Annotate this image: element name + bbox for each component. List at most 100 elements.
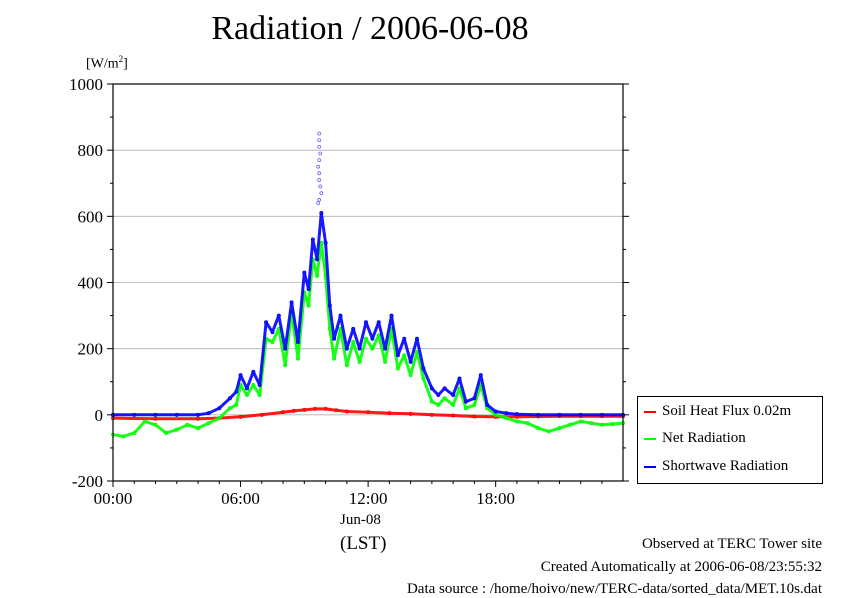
series-point-2 <box>227 396 232 401</box>
y-tick-label: 600 <box>78 207 104 226</box>
series-point-0 <box>451 413 456 418</box>
series-point-1 <box>251 383 256 388</box>
series-point-1 <box>402 353 407 358</box>
x-axis-label: (LST) <box>340 533 387 554</box>
outlier-points <box>316 131 324 206</box>
series-point-2 <box>295 340 300 345</box>
outlier-point <box>317 144 322 149</box>
series-line-0 <box>112 407 623 421</box>
series-point-1 <box>363 336 368 341</box>
series-point-1 <box>578 419 583 424</box>
outlier-point <box>317 131 322 136</box>
series-point-2 <box>264 320 269 325</box>
series-point-1 <box>514 419 519 424</box>
series-point-0 <box>196 416 201 421</box>
outlier-point <box>316 201 321 206</box>
series-point-1 <box>295 356 300 361</box>
x-tick-label: 12:00 <box>349 489 388 508</box>
series-point-1 <box>270 340 275 345</box>
series-point-2 <box>599 412 604 417</box>
series-point-2 <box>251 369 256 374</box>
series-point-1 <box>395 366 400 371</box>
outlier-point <box>317 178 322 182</box>
series-point-2 <box>415 336 420 341</box>
y-tick-label: 0 <box>95 406 104 425</box>
series-point-2 <box>153 412 158 417</box>
x-tick-label: 18:00 <box>476 489 515 508</box>
series-point-2 <box>310 237 315 242</box>
series-point-2 <box>306 287 311 292</box>
outlier-point <box>316 164 321 169</box>
series-point-2 <box>408 359 413 364</box>
series-line-1 <box>112 241 624 438</box>
series-point-1 <box>357 359 362 364</box>
y-tick-label: 800 <box>78 141 104 160</box>
legend-item-shortwave: Shortwave Radiation <box>644 458 788 478</box>
series-point-1 <box>408 373 413 378</box>
series-point-2 <box>351 326 356 331</box>
legend-label: Soil Heat Flux 0.02m <box>662 403 792 419</box>
series-point-1 <box>257 392 262 397</box>
series-point-2 <box>270 330 275 335</box>
series-point-2 <box>514 412 519 417</box>
series-point-1 <box>351 340 356 345</box>
series-point-1 <box>185 422 190 427</box>
y-tick-label: 1000 <box>69 75 103 94</box>
series-point-1 <box>557 426 562 431</box>
series-point-1 <box>370 346 375 351</box>
footer-source: Data source : /home/hoivo/new/TERC-data/… <box>406 581 822 597</box>
series-point-2 <box>402 336 407 341</box>
outlier-point <box>317 138 322 143</box>
series-point-1 <box>153 422 158 427</box>
series-point-2 <box>234 389 239 394</box>
series-point-2 <box>370 336 375 341</box>
series-point-1 <box>429 399 434 404</box>
series-point-1 <box>599 422 604 427</box>
footer-created: Created Automatically at 2006-06-08/23:5… <box>540 559 822 575</box>
y-tick-label: 200 <box>78 340 104 359</box>
series-point-1 <box>344 363 349 368</box>
outlier-point <box>318 184 323 189</box>
series-point-1 <box>217 416 222 421</box>
series-point-2 <box>383 346 388 351</box>
unit-base: [W/m <box>86 56 119 72</box>
x-axis: 00:00 06:00 12:00 18:00 <box>94 481 603 508</box>
series-point-0 <box>366 410 371 415</box>
series-point-2 <box>327 303 332 308</box>
y-tick-label: 400 <box>78 274 104 293</box>
series-point-2 <box>357 346 362 351</box>
series-point-0 <box>429 412 434 417</box>
series-point-1 <box>332 356 337 361</box>
series-point-0 <box>334 408 339 413</box>
footer-site: Observed at TERC Tower site <box>641 536 822 552</box>
unit-sup: 2 <box>118 54 124 64</box>
series-point-1 <box>234 402 239 407</box>
series-point-1 <box>244 392 249 397</box>
series-point-1 <box>568 422 573 427</box>
series-point-2 <box>283 346 288 351</box>
series-point-2 <box>238 373 243 378</box>
series-point-2 <box>244 386 249 391</box>
series-point-2 <box>315 257 320 262</box>
series-point-1 <box>121 434 126 439</box>
series-point-2 <box>463 399 468 404</box>
legend-swatch-blue <box>644 465 656 468</box>
legend-label: Net Radiation <box>662 430 746 446</box>
series-point-1 <box>610 422 615 427</box>
series-point-1 <box>196 426 201 431</box>
series-point-0 <box>153 416 158 421</box>
grid-lines <box>113 149 623 416</box>
series-point-2 <box>363 320 368 325</box>
series-point-0 <box>408 411 413 416</box>
outlier-point <box>318 151 323 156</box>
series-point-1 <box>164 431 169 436</box>
series-point-2 <box>344 346 349 351</box>
series-point-2 <box>196 412 201 417</box>
series-point-2 <box>557 412 562 417</box>
chart-title: Radiation / 2006-06-08 <box>211 10 529 47</box>
unit-end: ] <box>123 56 128 72</box>
series-point-2 <box>174 412 179 417</box>
legend-swatch-red <box>644 410 656 413</box>
series-point-2 <box>493 409 498 414</box>
series-point-2 <box>323 240 328 245</box>
